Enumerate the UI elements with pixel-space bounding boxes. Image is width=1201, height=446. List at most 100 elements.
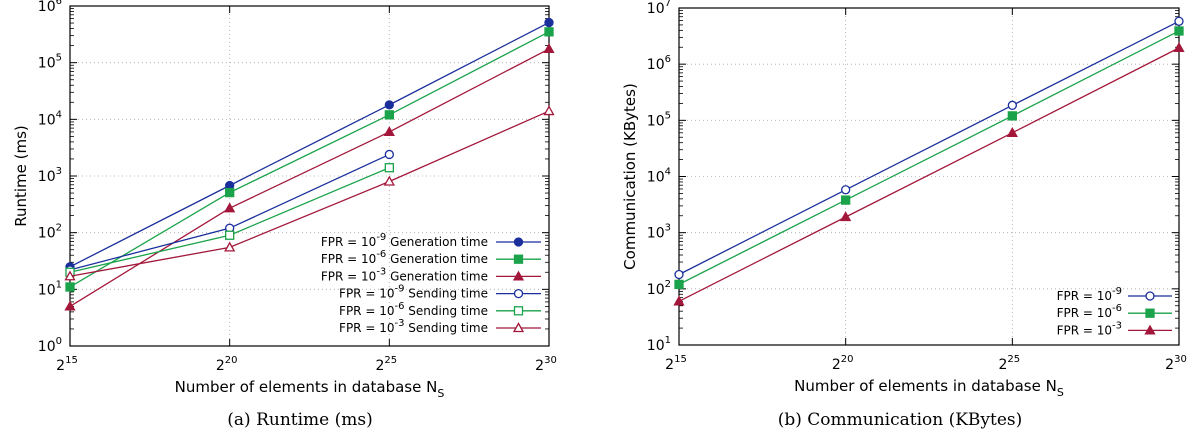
series-2 xyxy=(64,43,555,311)
legend-marker xyxy=(512,322,525,333)
series-line xyxy=(69,21,550,268)
y-tick-label: 107 xyxy=(647,0,671,17)
data-point xyxy=(674,269,684,280)
series-5 xyxy=(64,105,555,281)
legend-marker xyxy=(513,288,524,299)
data-point xyxy=(841,185,851,195)
x-axis-label: Number of elements in database NS xyxy=(175,378,445,400)
data-point xyxy=(225,230,235,240)
legend-marker xyxy=(1145,291,1155,301)
data-point xyxy=(674,279,684,290)
runtime-chart: 100 101 102 103 104 105 106 215 220 225 230 Number … xyxy=(0,0,600,446)
x-axis-label: Number of elements in database NS xyxy=(794,377,1064,399)
x-tick-label: 215 xyxy=(56,355,78,374)
y-tick-label: 101 xyxy=(647,335,671,354)
series-2 xyxy=(673,42,1185,306)
x-tick-label: 220 xyxy=(832,354,854,373)
legend-marker xyxy=(513,254,524,264)
grid xyxy=(679,8,1179,345)
data-point xyxy=(65,282,75,292)
data-point xyxy=(383,175,395,186)
grid xyxy=(70,6,549,346)
y-tick-label: 101 xyxy=(38,279,62,298)
x-tick-label: 220 xyxy=(216,355,238,374)
legend-entry-label: FPR = 10-9 Sending time xyxy=(339,284,488,301)
legend-entry-label: FPR = 10-6 Sending time xyxy=(339,301,488,318)
legend-entry-label: FPR = 10-6 Generation time xyxy=(321,249,488,266)
data-point xyxy=(673,295,685,306)
communication-chart: 101 102 103 104 105 106 107 215 220 225 230 Number … xyxy=(600,0,1200,446)
data-point xyxy=(1007,111,1017,121)
series-line xyxy=(678,30,1180,285)
plot-frame xyxy=(69,5,550,347)
x-tick-label: 230 xyxy=(1165,354,1187,373)
data-point xyxy=(384,110,394,120)
x-tick-label: 225 xyxy=(999,354,1021,373)
data-point xyxy=(384,149,394,160)
y-tick-label: 105 xyxy=(647,110,671,129)
data-point xyxy=(841,195,851,205)
data-point xyxy=(1007,100,1017,110)
runtime-chart-svg: 100 101 102 103 104 105 106 215 220 225 230 Number … xyxy=(12,0,557,400)
data-point xyxy=(1174,16,1184,26)
series-0 xyxy=(674,16,1184,280)
data-point xyxy=(225,187,235,198)
data-point xyxy=(384,163,394,173)
y-tick-label: 106 xyxy=(38,0,62,15)
y-axis-label: Communication (KBytes) xyxy=(621,83,639,270)
y-tick-label: 106 xyxy=(647,54,671,73)
data-point xyxy=(384,100,394,110)
communication-chart-svg: 101 102 103 104 105 106 107 215 220 225 230 Number … xyxy=(621,0,1187,399)
series-1 xyxy=(65,27,554,292)
y-tick-label: 105 xyxy=(38,53,62,72)
legend-entry-label: FPR = 10-3 xyxy=(1057,320,1122,337)
data-point xyxy=(64,270,76,281)
legend-entry-label: FPR = 10-6 xyxy=(1057,303,1122,320)
data-point xyxy=(224,241,236,252)
legend-marker xyxy=(513,306,524,316)
y-tick-label: 104 xyxy=(647,167,671,186)
series-line xyxy=(69,48,550,307)
data-point xyxy=(544,27,554,37)
series-line xyxy=(678,20,1180,276)
x-tick-label: 230 xyxy=(535,355,557,374)
legend-entry-label: FPR = 10-3 Generation time xyxy=(321,266,488,283)
y-tick-label: 103 xyxy=(38,166,62,185)
legend-marker xyxy=(512,270,525,281)
x-tick-label: 225 xyxy=(376,355,398,374)
series-0 xyxy=(65,17,554,272)
data-point xyxy=(840,211,852,222)
y-axis-label: Runtime (ms) xyxy=(12,125,30,227)
legend-entry-label: FPR = 10-9 xyxy=(1057,286,1122,303)
y-tick-label: 100 xyxy=(38,336,62,355)
data-point xyxy=(1006,126,1018,137)
y-tick-label: 102 xyxy=(647,279,671,298)
series-line xyxy=(678,47,1180,302)
series-1 xyxy=(674,26,1184,290)
y-tick-label: 103 xyxy=(647,223,671,242)
legend-entry-label: FPR = 10-3 Sending time xyxy=(339,318,488,335)
y-tick-label: 104 xyxy=(38,109,62,128)
legend-marker xyxy=(1145,308,1155,318)
data-point xyxy=(1173,42,1185,53)
x-tick-label: 215 xyxy=(665,354,687,373)
data-point xyxy=(224,202,236,213)
legend-marker xyxy=(513,237,524,247)
plot-frame xyxy=(678,7,1180,346)
data-point xyxy=(64,300,76,311)
runtime-caption: (a) Runtime (ms) xyxy=(227,410,373,430)
data-point xyxy=(543,43,555,54)
communication-caption: (b) Communication (KBytes) xyxy=(777,410,1023,430)
data-point xyxy=(383,126,395,137)
y-tick-label: 102 xyxy=(38,223,62,242)
series-line xyxy=(69,31,550,288)
legend-marker xyxy=(1144,324,1156,335)
y-ticks xyxy=(678,7,1180,346)
data-point xyxy=(1174,26,1184,36)
legend-entry-label: FPR = 10-9 Generation time xyxy=(321,232,488,249)
data-point xyxy=(544,17,554,28)
data-point xyxy=(543,105,555,116)
series-line xyxy=(69,110,550,277)
